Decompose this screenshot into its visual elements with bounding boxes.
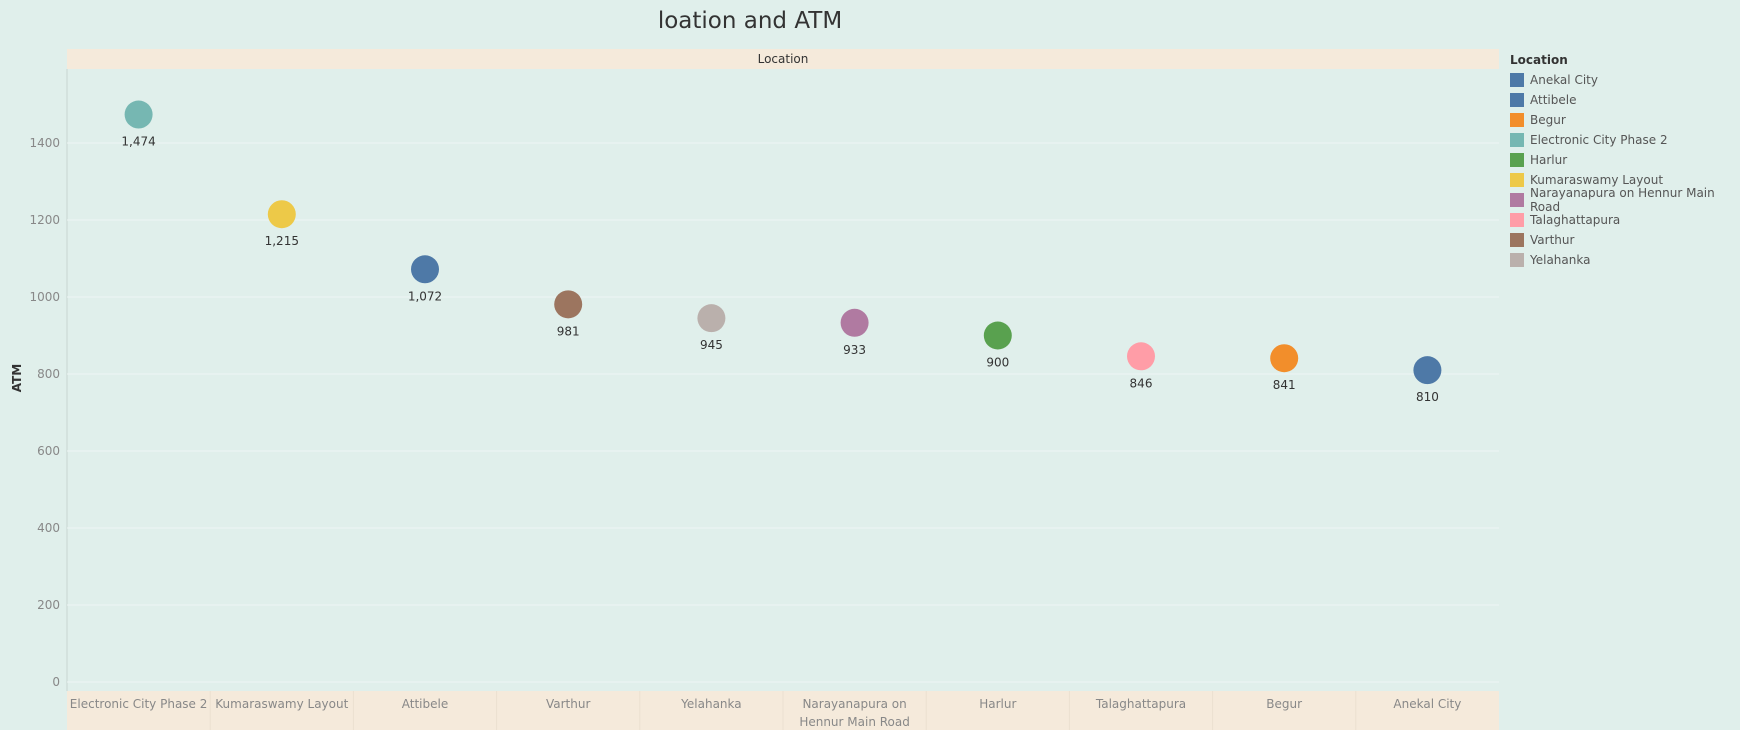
data-label: 1,215 xyxy=(265,234,299,248)
data-point[interactable] xyxy=(983,321,1012,350)
x-tick-label: Talaghattapura xyxy=(1095,697,1186,711)
legend-label: Electronic City Phase 2 xyxy=(1530,133,1668,147)
legend-swatch xyxy=(1510,233,1524,247)
legend-label: Harlur xyxy=(1530,153,1568,167)
legend-swatch xyxy=(1510,213,1524,227)
legend-swatch xyxy=(1510,193,1524,207)
data-point[interactable] xyxy=(840,308,869,337)
data-label: 841 xyxy=(1273,378,1296,392)
data-label: 900 xyxy=(986,356,1009,370)
header-label: Location xyxy=(758,52,809,66)
legend-swatch xyxy=(1510,173,1524,187)
data-label: 1,072 xyxy=(408,289,442,303)
legend-title: Location xyxy=(1510,53,1568,67)
x-tick-label: Kumaraswamy Layout xyxy=(215,697,348,711)
data-label: 810 xyxy=(1416,390,1439,404)
data-label: 1,474 xyxy=(121,135,155,149)
data-point[interactable] xyxy=(267,200,296,229)
y-tick-label: 600 xyxy=(37,444,60,458)
legend-item[interactable]: Attibele xyxy=(1510,90,1736,110)
legend-swatch xyxy=(1510,253,1524,267)
x-tick-label: Harlur xyxy=(979,697,1016,711)
x-tick-label: Narayanapura on Hennur Main Road xyxy=(799,697,910,729)
legend-swatch xyxy=(1510,133,1524,147)
data-point[interactable] xyxy=(697,304,726,333)
header-band xyxy=(67,49,1499,69)
legend-label: Varthur xyxy=(1530,233,1575,247)
legend-label: Talaghattapura xyxy=(1530,213,1621,227)
legend-label: Kumaraswamy Layout xyxy=(1530,173,1664,187)
x-tick-label: Varthur xyxy=(546,697,590,711)
data-point[interactable] xyxy=(1270,344,1299,373)
data-point[interactable] xyxy=(124,100,153,129)
y-axis-label: ATM xyxy=(10,364,24,392)
legend-label: Yelahanka xyxy=(1530,253,1591,267)
legend-item[interactable]: Talaghattapura xyxy=(1510,210,1736,230)
legend-item[interactable]: Harlur xyxy=(1510,150,1736,170)
legend-item[interactable]: Narayanapura on Hennur Main Road xyxy=(1510,186,1736,214)
y-tick-label: 0 xyxy=(52,675,60,689)
x-tick-label: Begur xyxy=(1266,697,1302,711)
data-label: 981 xyxy=(557,324,580,338)
data-label: 846 xyxy=(1130,376,1153,390)
legend-label: Attibele xyxy=(1530,93,1577,107)
legend-swatch xyxy=(1510,73,1524,87)
y-tick-label: 400 xyxy=(37,521,60,535)
legend-label: Begur xyxy=(1530,113,1566,127)
x-tick-label: Electronic City Phase 2 xyxy=(70,697,208,711)
data-point[interactable] xyxy=(411,255,439,284)
legend-item[interactable]: Yelahanka xyxy=(1510,250,1736,270)
data-label: 945 xyxy=(700,338,723,352)
y-tick-label: 1400 xyxy=(29,136,60,150)
legend-label: Narayanapura on Hennur Main Road xyxy=(1530,186,1715,214)
x-tick-label: Yelahanka xyxy=(680,697,741,711)
legend-item[interactable]: Kumaraswamy Layout xyxy=(1510,170,1736,190)
legend-item[interactable]: Varthur xyxy=(1510,230,1736,250)
data-point[interactable] xyxy=(554,290,583,319)
x-tick-label: Anekal City xyxy=(1393,697,1461,711)
legend-label: Anekal City xyxy=(1530,73,1598,87)
legend: Location Anekal City Attibele Begur Electro… xyxy=(1510,53,1736,270)
legend-swatch xyxy=(1510,113,1524,127)
chart-title: loation and ATM xyxy=(657,8,843,34)
y-tick-label: 1200 xyxy=(29,213,60,227)
data-label: 933 xyxy=(843,343,866,357)
y-tick-label: 200 xyxy=(37,598,60,612)
legend-swatch xyxy=(1510,153,1524,167)
y-tick-label: 800 xyxy=(37,367,60,381)
x-tick-label: Attibele xyxy=(402,697,448,711)
legend-item[interactable]: Begur xyxy=(1510,110,1736,130)
y-tick-label: 1000 xyxy=(29,290,60,304)
legend-item[interactable]: Anekal City xyxy=(1510,70,1736,90)
data-point[interactable] xyxy=(1413,356,1442,385)
scatter-chart: Location ATM 0 200 400 600 800 1000 1200 1400 E… xyxy=(10,49,1499,730)
legend-swatch xyxy=(1510,93,1524,107)
legend-item[interactable]: Electronic City Phase 2 xyxy=(1510,130,1736,150)
data-point[interactable] xyxy=(1127,342,1155,371)
